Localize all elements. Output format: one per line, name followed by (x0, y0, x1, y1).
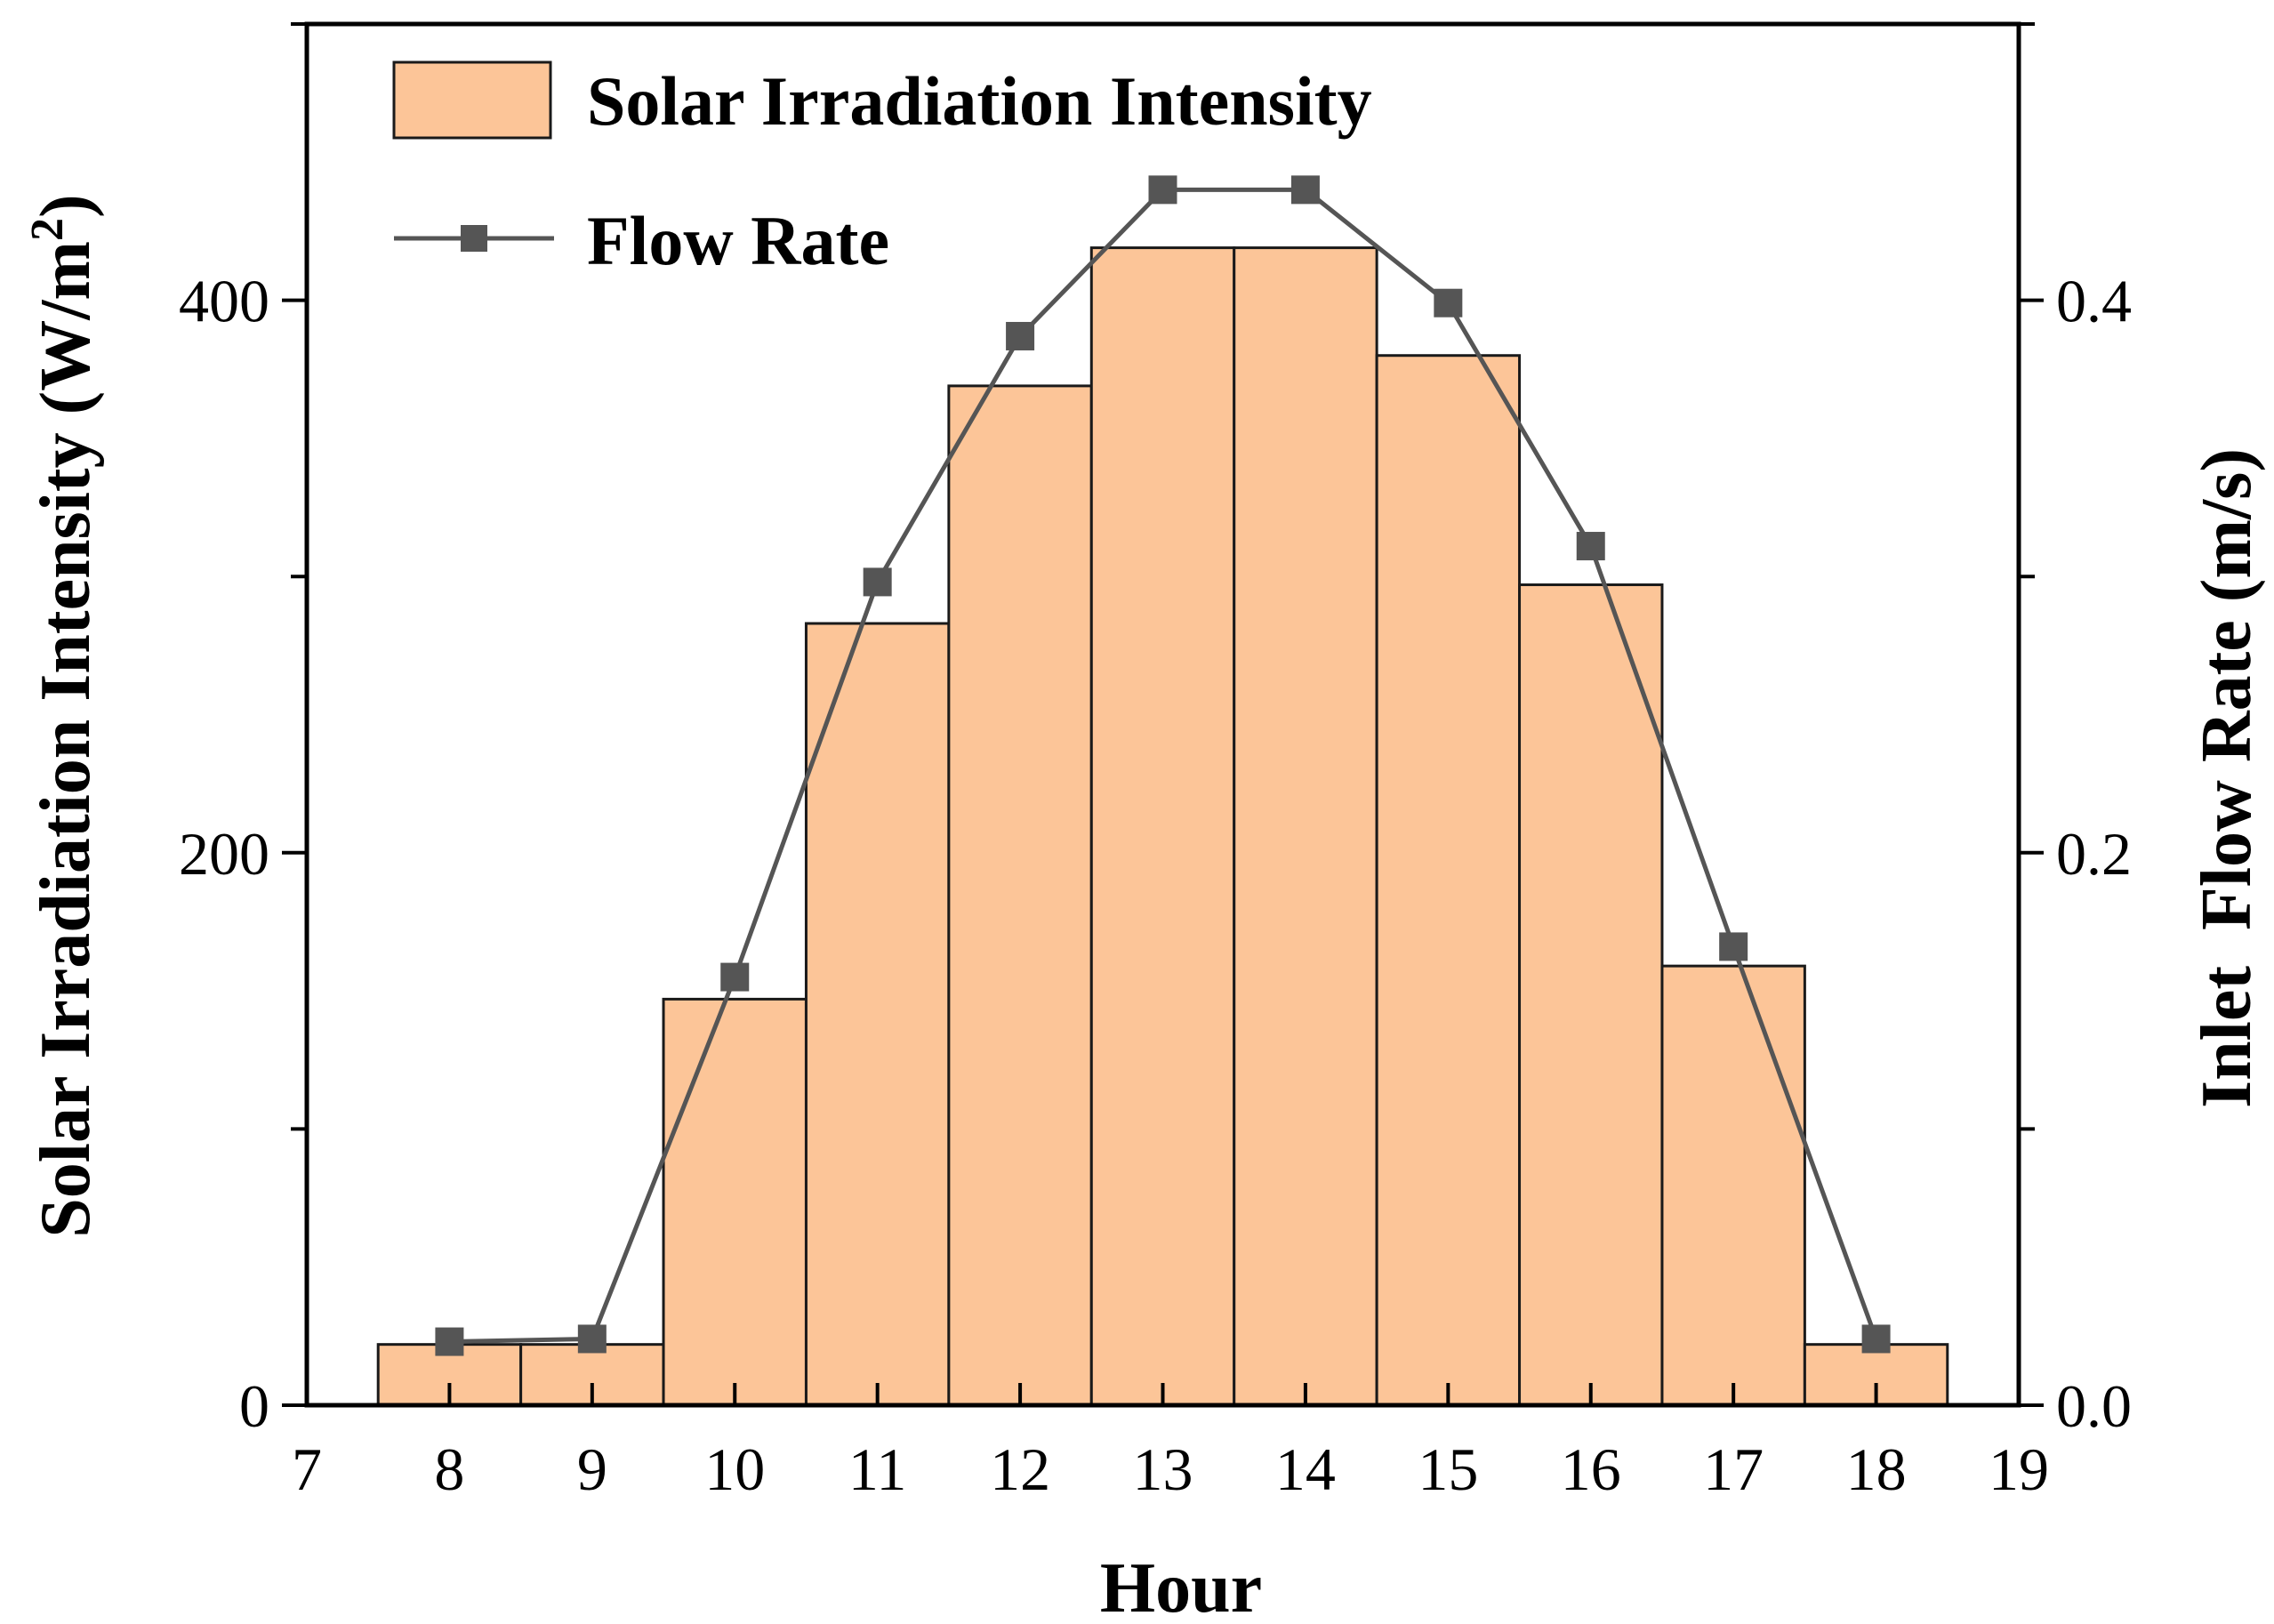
x-tick-label-14: 14 (1275, 1435, 1336, 1503)
bar-solar-irradiation-17 (1660, 964, 1806, 1407)
bar-solar-irradiation-12 (947, 384, 1093, 1407)
x-tick-label-16: 16 (1561, 1435, 1621, 1503)
x-tick-label-13: 13 (1133, 1435, 1193, 1503)
legend: Solar Irradiation Intensity Flow Rate (392, 60, 1372, 279)
flow-rate-point-14 (1290, 175, 1320, 205)
legend-label-flow-rate: Flow Rate (587, 202, 889, 279)
x-tick-label-11: 11 (848, 1435, 906, 1503)
y-axis-right-title: Inlet Flow Rate (m/s) (2188, 448, 2266, 1108)
flow-markers-layer (435, 175, 1891, 1356)
legend-swatch-solar-irradiation (392, 60, 552, 140)
flow-rate-point-16 (1576, 532, 1605, 561)
bar-solar-irradiation-11 (804, 622, 951, 1407)
flow-rate-point-8 (435, 1327, 464, 1356)
bar-solar-irradiation-10 (662, 997, 808, 1407)
x-tick-label-15: 15 (1418, 1435, 1478, 1503)
legend-marker-flow-rate (461, 225, 487, 252)
flow-rate-point-9 (577, 1324, 607, 1354)
x-axis-title: Hour (1100, 1549, 1262, 1624)
y-left-tick-label-200: 200 (179, 820, 269, 888)
x-tick-label-8: 8 (434, 1435, 464, 1503)
flow-rate-point-12 (1006, 321, 1035, 350)
bar-solar-irradiation-14 (1233, 246, 1378, 1407)
x-tick-label-17: 17 (1703, 1435, 1764, 1503)
bars-layer (376, 246, 1949, 1407)
flow-rate-point-18 (1861, 1324, 1891, 1354)
x-tick-label-18: 18 (1846, 1435, 1907, 1503)
x-tick-label-12: 12 (990, 1435, 1050, 1503)
y-axis-left-title-main: Solar Irradiation Intensity (W/m (27, 241, 105, 1238)
flow-rate-point-11 (863, 567, 892, 597)
tick-labels-layer: 7 8 9 10 11 12 13 14 15 16 17 18 19 0 200 400 0.0 0.2 0.4 (179, 268, 2132, 1503)
y-left-tick-label-0: 0 (239, 1372, 269, 1440)
x-tick-label-7: 7 (292, 1435, 322, 1503)
x-tick-label-10: 10 (704, 1435, 765, 1503)
y-right-tick-label-0.4: 0.4 (2056, 268, 2132, 335)
flow-rate-point-15 (1434, 288, 1463, 318)
flow-rate-point-10 (720, 962, 750, 992)
flow-rate-point-13 (1148, 175, 1177, 205)
y-left-tick-label-400: 400 (179, 268, 269, 335)
bar-solar-irradiation-13 (1089, 246, 1236, 1407)
y-right-tick-label-0.2: 0.2 (2056, 820, 2132, 888)
y-axis-left-title: Solar Irradiation Intensity (W/m2) (22, 194, 105, 1237)
x-tick-label-19: 19 (1989, 1435, 2049, 1503)
y-axis-left-title-close: ) (27, 194, 105, 218)
y-axis-left-title-sup: 2 (22, 218, 73, 241)
y-right-tick-label-0.0: 0.0 (2056, 1372, 2132, 1440)
ticks-layer (282, 22, 2044, 1407)
legend-label-solar-irradiation: Solar Irradiation Intensity (587, 62, 1372, 140)
x-tick-label-9: 9 (577, 1435, 607, 1503)
bar-solar-irradiation-15 (1375, 354, 1522, 1407)
flow-rate-point-17 (1719, 932, 1748, 961)
bar-solar-irradiation-16 (1518, 583, 1664, 1407)
